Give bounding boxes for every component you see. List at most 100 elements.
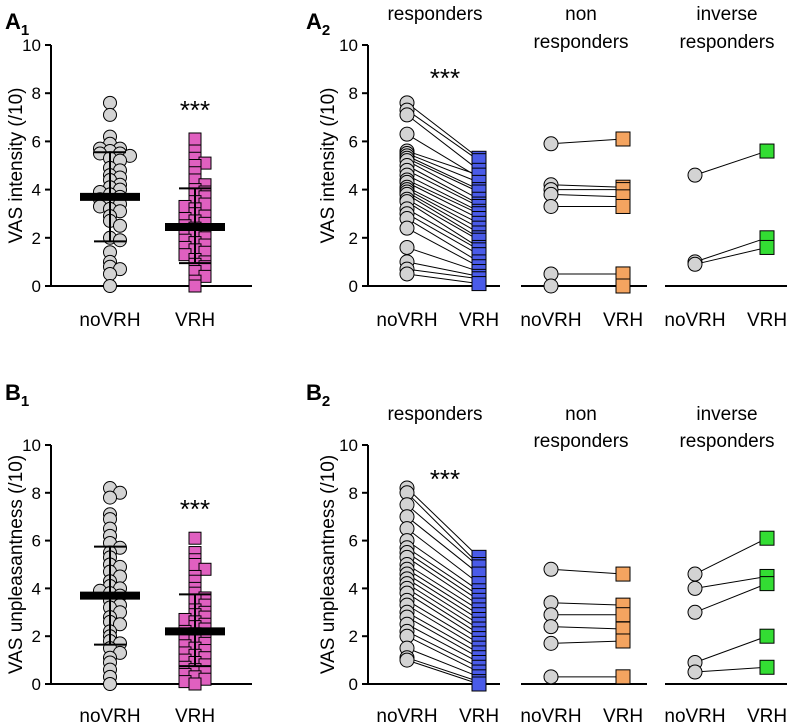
pair-line <box>550 602 624 606</box>
y-tick-label: 0 <box>32 675 41 694</box>
data-point <box>188 531 202 545</box>
pair-line <box>406 611 480 654</box>
y-tick-label: 6 <box>349 532 358 551</box>
point-VRH <box>759 576 775 592</box>
y-tick-label: 4 <box>32 181 41 200</box>
point-noVRH <box>687 167 703 183</box>
x-tick-label: VRH <box>747 310 787 331</box>
data-point <box>188 132 202 146</box>
pair-line <box>406 213 480 256</box>
pair-line <box>406 155 480 191</box>
point-noVRH <box>399 220 415 236</box>
data-point <box>198 562 212 576</box>
pair-line <box>406 659 480 685</box>
pair-line <box>406 160 480 200</box>
x-tick-label: noVRH <box>376 310 437 331</box>
data-point <box>113 617 127 632</box>
point-noVRH <box>687 664 703 680</box>
point-noVRH <box>687 256 703 272</box>
x-tick-label: VRH <box>603 310 643 331</box>
data-point <box>103 107 117 122</box>
point-VRH <box>759 659 775 675</box>
significance-marker: *** <box>180 494 210 524</box>
pair-line <box>406 504 480 568</box>
pair-line <box>550 568 624 575</box>
y-tick-label: 2 <box>32 627 41 646</box>
significance-marker: *** <box>180 95 210 125</box>
pair-line <box>406 165 480 205</box>
data-point <box>113 233 127 248</box>
point-VRH <box>759 628 775 644</box>
group-title: inverse <box>696 404 757 425</box>
pair-line <box>694 583 768 613</box>
y-tick-label: 8 <box>349 484 358 503</box>
pair-line <box>694 246 768 265</box>
pair-line <box>406 583 480 630</box>
group-title: responders <box>679 32 774 53</box>
data-point <box>103 279 117 293</box>
pair-line <box>406 133 480 178</box>
x-tick-label: VRH <box>603 706 643 725</box>
point-noVRH <box>543 198 559 214</box>
y-tick-label: 0 <box>32 277 41 296</box>
x-tick-label: noVRH <box>79 706 140 725</box>
pair-line <box>406 152 480 183</box>
group-title: inverse <box>696 4 757 25</box>
pair-line <box>550 138 624 145</box>
data-point <box>113 218 127 233</box>
data-point <box>188 677 202 691</box>
pair-line <box>694 575 768 589</box>
pair-line <box>406 657 480 683</box>
group-non-responders: non responders noVRH VRH <box>520 404 647 725</box>
point-noVRH <box>687 566 703 582</box>
pair-line <box>694 635 768 663</box>
group-title: non <box>565 404 597 425</box>
point-VRH <box>471 676 487 692</box>
pair-line <box>406 578 480 625</box>
pair-line <box>550 193 624 198</box>
point-VRH <box>615 633 631 649</box>
pair-line <box>406 201 480 248</box>
y-tick-label: 8 <box>32 84 41 103</box>
x-tick-label: noVRH <box>664 706 725 725</box>
panel-label: A1 <box>5 9 29 39</box>
pair-line <box>406 528 480 585</box>
y-tick-label: 0 <box>349 675 358 694</box>
pair-line <box>406 587 480 635</box>
pair-line <box>406 630 480 668</box>
pair-line <box>406 109 480 162</box>
y-tick-label: 10 <box>22 36 41 55</box>
x-tick-label: VRH <box>175 706 215 725</box>
y-axis-label: VAS intensity (/10) <box>318 88 339 244</box>
panel-label: A2 <box>306 9 330 39</box>
pair-line <box>406 564 480 611</box>
group-title: responders <box>533 32 628 53</box>
point-noVRH <box>543 561 559 577</box>
group-responders: responders noVRH VRH *** <box>368 404 500 725</box>
pair-line <box>406 616 480 659</box>
pair-line <box>406 552 480 601</box>
point-noVRH <box>399 239 415 255</box>
pair-line <box>406 186 480 224</box>
significance-marker: *** <box>430 464 460 494</box>
pair-line <box>406 174 480 212</box>
point-VRH <box>615 131 631 147</box>
pair-line <box>406 487 480 558</box>
pair-line <box>406 150 480 176</box>
data-point <box>188 279 202 293</box>
pair-line <box>406 599 480 644</box>
x-tick-label: noVRH <box>520 310 581 331</box>
point-noVRH <box>543 669 559 685</box>
panel-label: B1 <box>5 380 29 410</box>
pair-line <box>694 666 768 673</box>
y-tick-label: 4 <box>349 181 358 200</box>
y-tick-label: 4 <box>32 579 41 598</box>
pair-line <box>406 492 480 565</box>
group-title: responders <box>533 431 628 452</box>
point-VRH <box>615 278 631 294</box>
point-noVRH <box>543 619 559 635</box>
y-tick-label: 4 <box>349 579 358 598</box>
x-tick-label: VRH <box>175 310 215 331</box>
group-title: responders <box>387 404 482 425</box>
